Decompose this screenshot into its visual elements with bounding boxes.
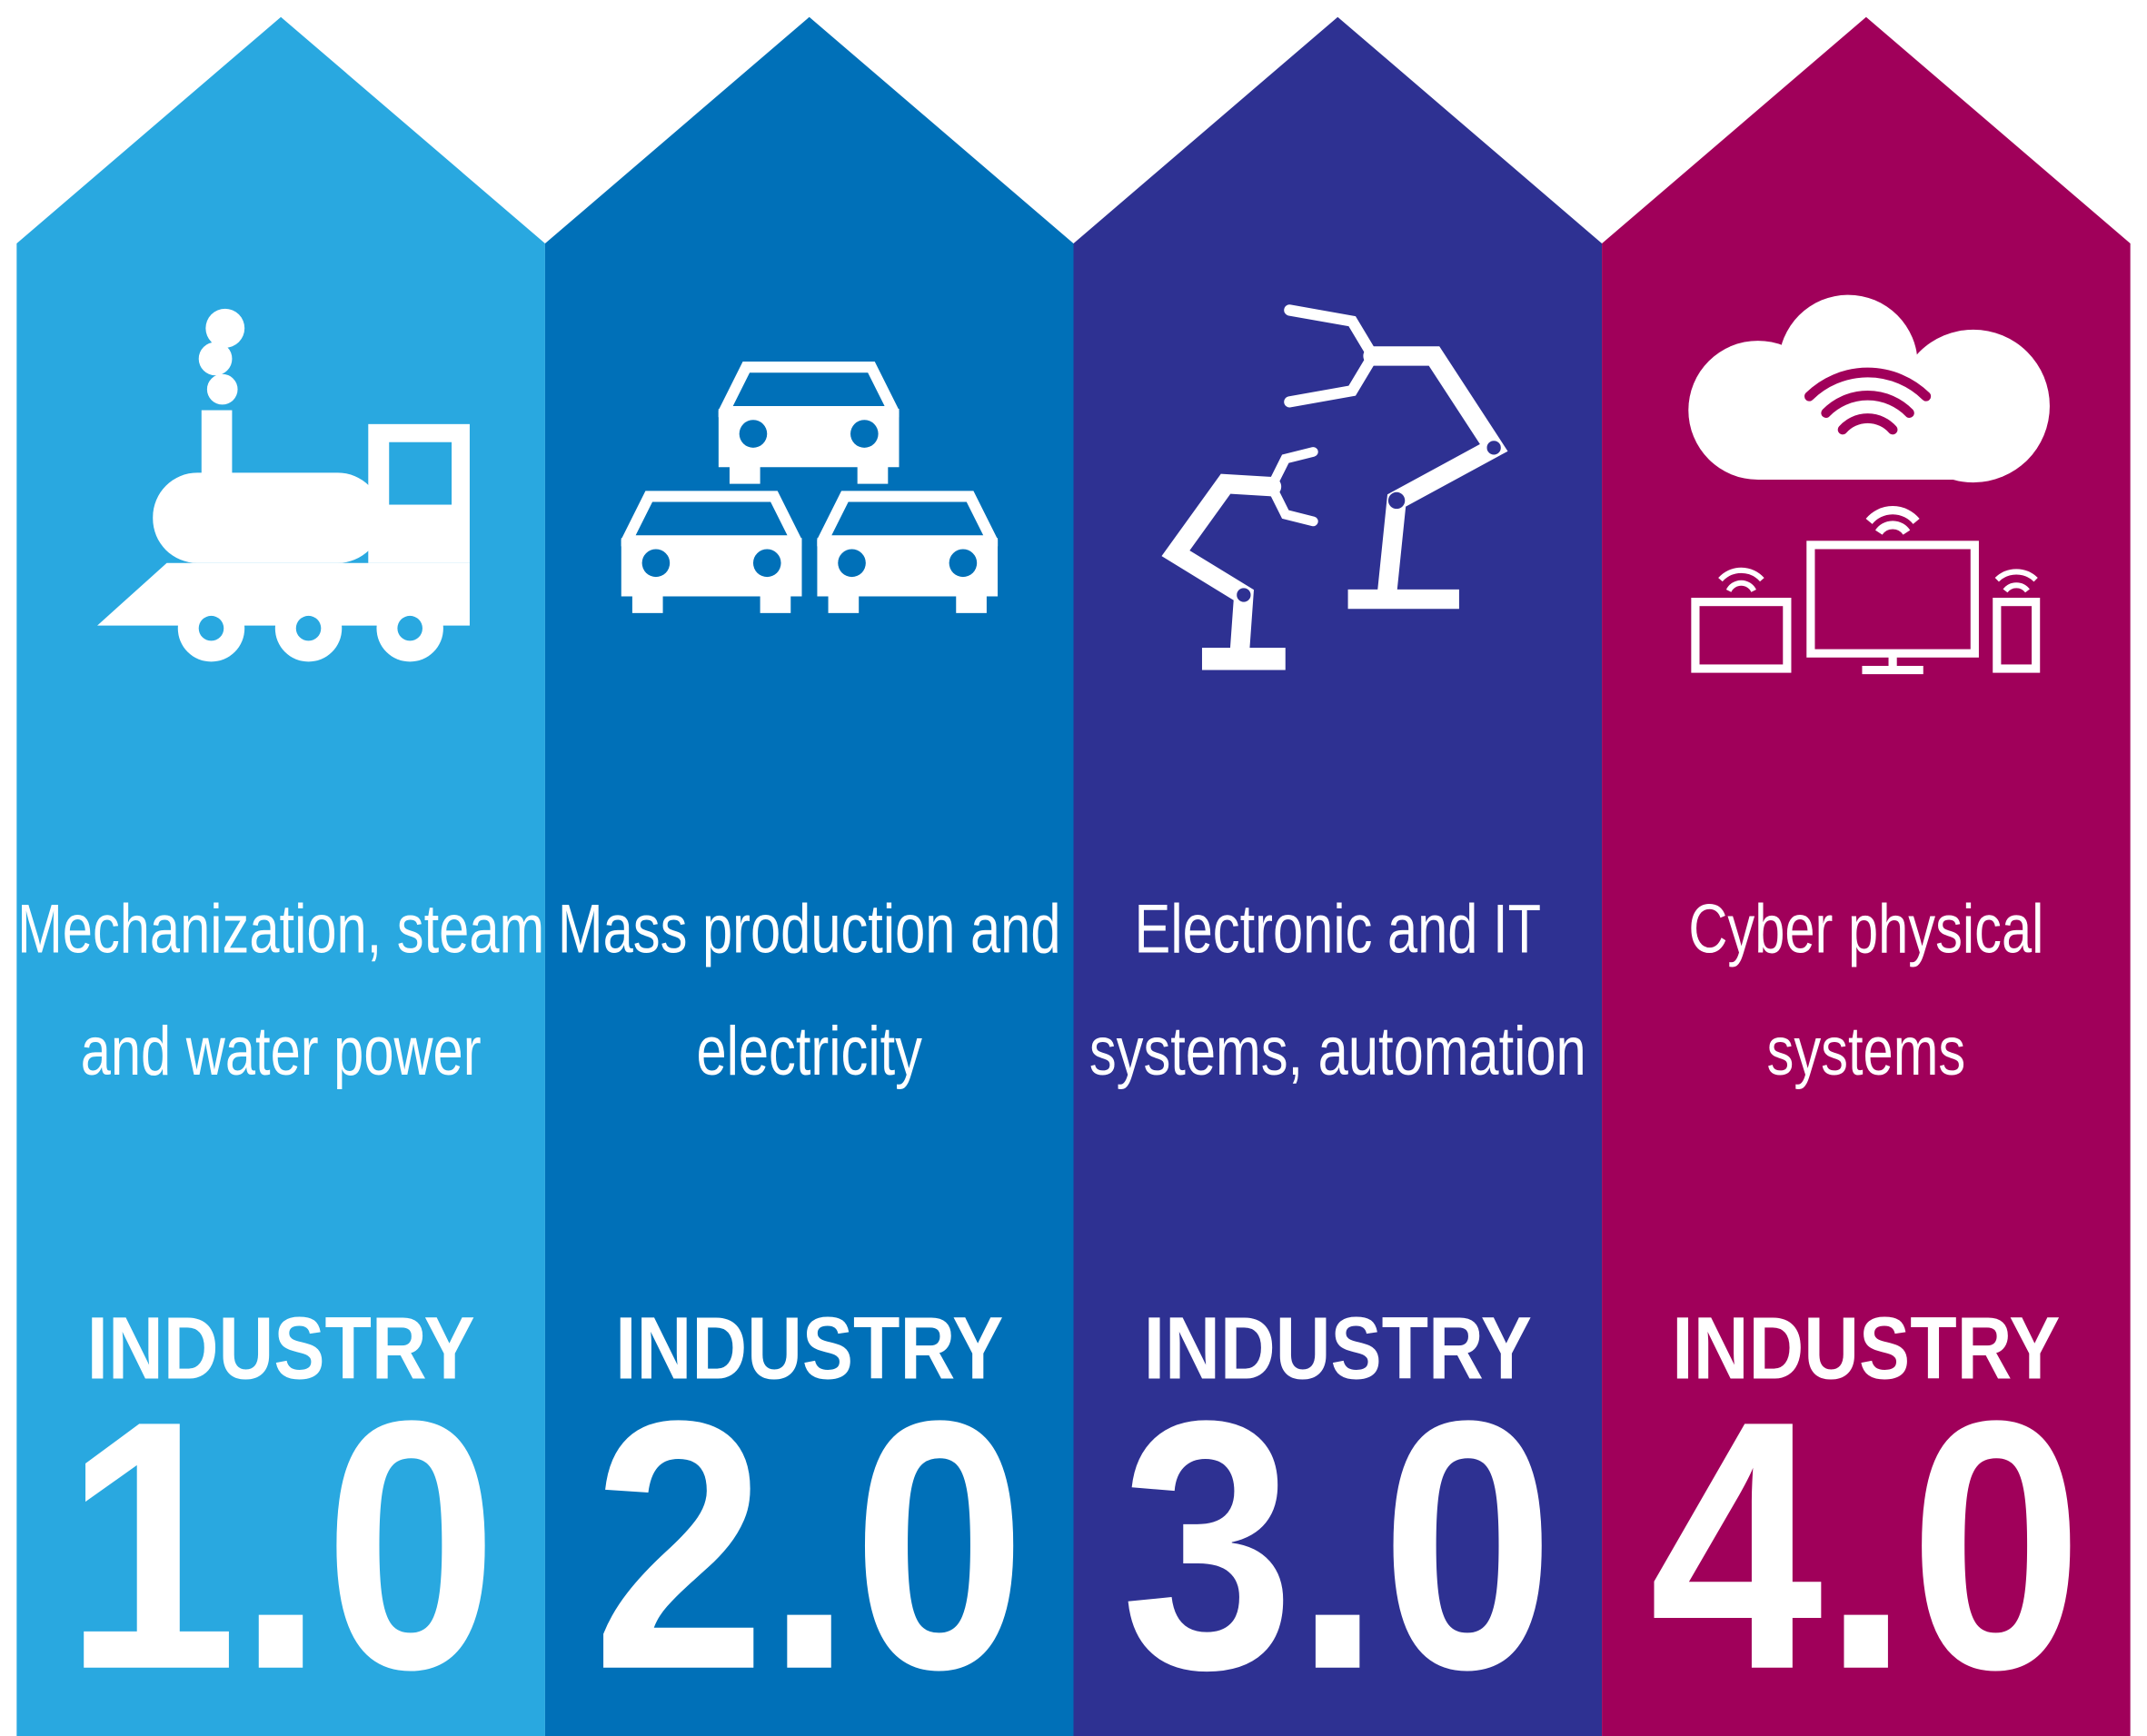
description: Electronic and IT (1135, 889, 1541, 967)
description: systems, automation (1089, 1012, 1586, 1090)
robots-icon (1161, 304, 1508, 670)
cyber-icon (1688, 294, 2050, 675)
industry-label: INDUSTRY (1144, 1298, 1532, 1397)
industry-label: INDUSTRY (87, 1298, 475, 1397)
column-arrow (1073, 16, 1603, 1736)
description: Cyber physical (1688, 889, 2043, 967)
description: Mass production and (558, 889, 1061, 967)
icons (97, 294, 2050, 675)
description: systems (1767, 1012, 1966, 1090)
description: electricity (696, 1012, 922, 1090)
industry-label: INDUSTRY (1672, 1298, 2060, 1397)
industry-number: 4.0 (1649, 1346, 2082, 1736)
column-arrow (544, 16, 1074, 1736)
industry-number: 1.0 (65, 1346, 498, 1736)
description: Mechanization, steam (17, 889, 544, 967)
industry-number: 2.0 (592, 1346, 1026, 1736)
industry-number: 3.0 (1121, 1346, 1555, 1736)
description: and water power (81, 1012, 482, 1090)
train-icon (97, 308, 470, 662)
industry-label: INDUSTRY (615, 1298, 1003, 1397)
